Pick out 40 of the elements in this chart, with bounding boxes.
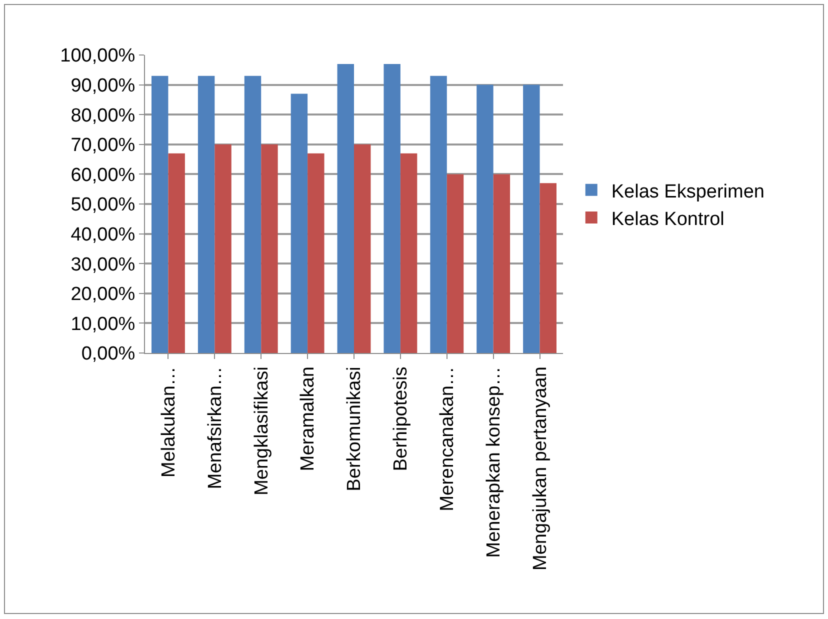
bar	[523, 84, 540, 353]
bar	[400, 153, 418, 353]
x-tick-label: Menerapkan konsep…	[484, 366, 505, 558]
bar	[476, 84, 494, 353]
y-tick-label: 10,00%	[70, 314, 136, 335]
bar	[540, 183, 556, 353]
bar	[308, 153, 324, 353]
x-tick-label: Mengklasifikasi	[251, 366, 272, 496]
y-tick-label: 20,00%	[70, 284, 136, 306]
bar	[168, 153, 185, 353]
bar	[152, 76, 168, 353]
x-tick-label: Mengajukan pertanyaan	[530, 366, 551, 570]
y-tick-label: 70,00%	[70, 135, 136, 156]
bar	[261, 144, 278, 353]
bar	[384, 64, 400, 353]
x-tick-label: Melakukan…	[158, 366, 180, 478]
y-tick-label: 80,00%	[70, 105, 136, 126]
bar	[430, 76, 447, 353]
legend-label: Kelas Eksperimen	[611, 181, 764, 202]
y-tick-label: 0,00%	[81, 344, 136, 365]
y-tick-label: 60,00%	[70, 164, 136, 186]
y-tick-label: 100,00%	[60, 46, 136, 67]
y-tick-label: 90,00%	[70, 75, 136, 96]
x-tick-label: Menafsirkan…	[204, 366, 226, 490]
bar	[290, 94, 308, 353]
bar	[446, 174, 464, 353]
bar	[493, 174, 510, 353]
bar	[198, 76, 215, 353]
y-tick-label: 40,00%	[70, 224, 136, 246]
x-tick-label: Meramalkan	[298, 366, 319, 472]
y-tick-label: 50,00%	[70, 194, 136, 216]
bar	[354, 144, 371, 353]
bar	[244, 76, 262, 353]
legend-label: Kelas Kontrol	[611, 208, 724, 230]
bar	[214, 144, 232, 353]
x-tick-label: Merencanakan…	[437, 366, 458, 512]
x-tick-label: Berkomunikasi	[344, 366, 366, 492]
bar	[337, 64, 354, 353]
y-tick-label: 30,00%	[70, 254, 136, 276]
x-tick-label: Berhipotesis	[390, 366, 412, 472]
